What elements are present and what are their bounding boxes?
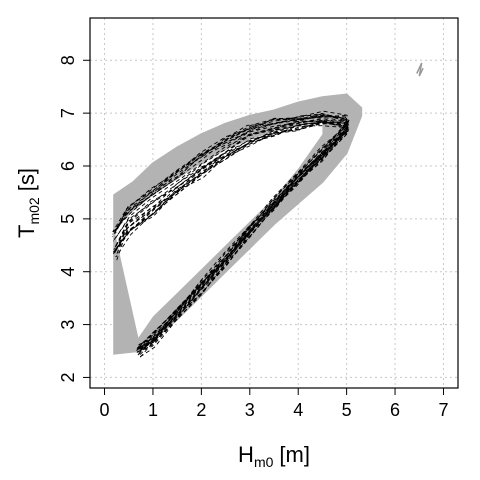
x-axis-title-subscript: m0 — [254, 454, 274, 470]
ensemble-line-14 — [114, 124, 350, 349]
x-tick-label-5: 5 — [342, 400, 352, 420]
x-tick-label-7: 7 — [438, 400, 448, 420]
y-axis-title-main: T — [14, 225, 39, 238]
y-tick-label-6: 8 — [58, 55, 78, 65]
x-tick-label-2: 2 — [196, 400, 206, 420]
x-axis: 0 1 2 3 4 5 6 7 — [100, 388, 448, 420]
x-axis-title: Hm0 [m] — [238, 442, 310, 470]
ensemble-line-22 — [112, 110, 348, 353]
gray-outlier-line — [416, 62, 424, 77]
ensemble-line-3 — [115, 120, 346, 351]
x-tick-label-6: 6 — [390, 400, 400, 420]
y-axis: 2 3 4 5 6 7 8 — [58, 55, 90, 382]
y-axis-title: Tm02 [s] — [14, 168, 42, 238]
y-tick-label-3: 5 — [58, 214, 78, 224]
ensemble-line-6 — [113, 115, 348, 356]
ensemble-lines-layer — [111, 110, 350, 358]
ensemble-line-16 — [112, 122, 349, 352]
y-axis-title-subscript: m02 — [26, 197, 42, 224]
envelope-layer — [113, 93, 363, 355]
outlier-layer — [416, 62, 424, 77]
gray-envelope-hole — [114, 121, 323, 338]
x-axis-title-main: H — [238, 442, 254, 467]
y-axis-title-unit: [s] — [14, 168, 39, 191]
ensemble-line-20 — [113, 113, 349, 345]
y-tick-label-5: 7 — [58, 108, 78, 118]
x-tick-label-0: 0 — [100, 400, 110, 420]
ensemble-line-12 — [113, 114, 348, 353]
y-tick-label-0: 2 — [58, 372, 78, 382]
ensemble-line-23 — [113, 121, 350, 349]
plot-frame — [89, 17, 459, 389]
x-tick-label-1: 1 — [148, 400, 158, 420]
y-tick-label-1: 3 — [58, 320, 78, 330]
x-tick-label-4: 4 — [293, 400, 303, 420]
x-tick-label-3: 3 — [245, 400, 255, 420]
y-tick-label-2: 4 — [58, 267, 78, 277]
y-tick-label-4: 6 — [58, 161, 78, 171]
x-axis-title-unit: [m] — [279, 442, 310, 467]
ensemble-line-17 — [114, 112, 350, 350]
